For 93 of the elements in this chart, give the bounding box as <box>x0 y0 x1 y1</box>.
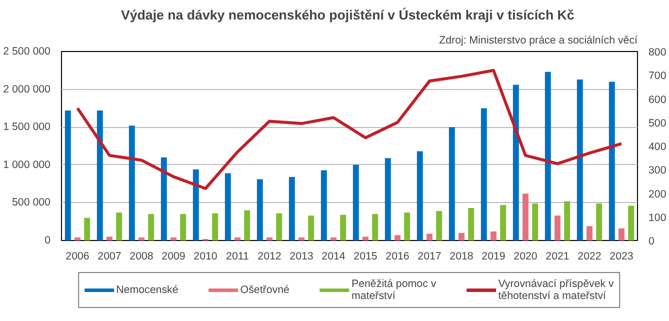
bar <box>532 203 538 240</box>
bar <box>586 226 592 240</box>
bar <box>394 235 400 240</box>
y2-tick-label: 300 <box>648 164 666 177</box>
x-tick-label: 2015 <box>354 250 378 262</box>
bar <box>352 164 359 240</box>
bar <box>276 213 282 240</box>
x-tick-label: 2010 <box>194 250 218 262</box>
bar <box>448 127 455 240</box>
bar <box>458 232 464 240</box>
x-tick-label: 2014 <box>322 250 346 262</box>
bar <box>490 231 496 240</box>
bar <box>372 214 378 240</box>
bar <box>544 72 551 240</box>
y2-tick-label: 800 <box>648 46 666 58</box>
bar <box>500 204 506 240</box>
bar <box>96 110 103 240</box>
y2-tick-label: 400 <box>648 141 666 153</box>
bar <box>468 208 474 240</box>
bar <box>416 151 423 240</box>
bar <box>138 237 144 240</box>
x-tick-label: 2006 <box>66 250 90 262</box>
bar <box>160 157 167 240</box>
bar <box>234 237 240 240</box>
bar <box>212 213 218 240</box>
x-tick-label: 2013 <box>290 250 314 262</box>
bar <box>244 210 250 240</box>
x-tick-label: 2022 <box>578 250 602 262</box>
bar <box>170 237 176 240</box>
legend-label: Peněžitá pomoc v mateřství <box>351 278 436 302</box>
y2-tick-label: 100 <box>648 212 666 224</box>
x-tick-label: 2017 <box>418 250 442 262</box>
bar <box>608 82 615 240</box>
x-tick-label: 2021 <box>546 250 570 262</box>
x-tick-label: 2020 <box>514 250 538 262</box>
y-tick-label: 0 <box>44 234 51 246</box>
x-tick-label: 2008 <box>130 250 154 262</box>
x-tick-label: 2009 <box>162 250 186 262</box>
bar <box>436 211 442 240</box>
x-tick-label: 2011 <box>226 250 250 262</box>
y2-tick-label: 0 <box>648 236 654 248</box>
x-tick-label: 2016 <box>386 250 410 262</box>
bar <box>320 170 327 240</box>
y2-tick-label: 700 <box>648 70 666 82</box>
bar <box>266 237 272 240</box>
x-tick-label: 2019 <box>482 250 506 262</box>
x-tick-label: 2018 <box>450 250 474 262</box>
line-series <box>76 68 623 190</box>
bar <box>308 216 314 240</box>
y2-tick-label: 200 <box>648 188 666 200</box>
legend-label: Nemocenské <box>116 284 178 296</box>
bar <box>564 201 570 240</box>
bar <box>64 110 71 240</box>
text: Zdroj: Ministerstvo práce a sociálních věcí <box>439 34 638 46</box>
bar <box>148 214 154 240</box>
bar <box>404 212 410 240</box>
bar <box>288 176 295 240</box>
bar <box>426 234 432 240</box>
bar <box>554 216 560 240</box>
bar <box>576 79 583 240</box>
legend-label: Ošetřovné <box>240 284 290 296</box>
legend-label: Vyrovnávací příspěvek v těhotenství a mateřství <box>498 278 614 302</box>
bar <box>298 237 304 240</box>
bar <box>74 237 80 240</box>
bar <box>522 194 528 240</box>
bar <box>330 237 336 240</box>
y2-tick-label: 600 <box>648 94 666 106</box>
x-tick-label: 2023 <box>610 250 634 262</box>
y-tick-label: 1 000 000 <box>3 158 51 171</box>
bar <box>480 108 487 240</box>
bar <box>192 169 199 240</box>
y-tick-label: 2 000 000 <box>3 83 51 96</box>
bar <box>256 179 263 240</box>
x-tick-label: 2007 <box>98 250 122 262</box>
bar <box>618 228 624 240</box>
bar <box>224 173 231 240</box>
bar <box>84 218 90 240</box>
bar <box>340 214 346 240</box>
y-tick-label: 1 500 000 <box>3 121 51 134</box>
bar <box>180 214 186 240</box>
bar <box>362 236 368 240</box>
bar <box>128 126 135 240</box>
x-tick-label: 2012 <box>258 250 282 262</box>
y-tick-label: 500 000 <box>12 196 51 209</box>
bar <box>116 212 122 240</box>
bar <box>596 203 602 240</box>
bar <box>106 236 112 240</box>
y-tick-label: 2 500 000 <box>3 46 51 58</box>
chart-title: Výdaje na dávky nemocenského pojištění v Ústeckém kraji v tisících Kč <box>120 8 575 22</box>
bar <box>512 84 519 240</box>
y2-tick-label: 500 <box>648 117 666 130</box>
bar <box>384 158 391 240</box>
bar <box>628 206 634 240</box>
